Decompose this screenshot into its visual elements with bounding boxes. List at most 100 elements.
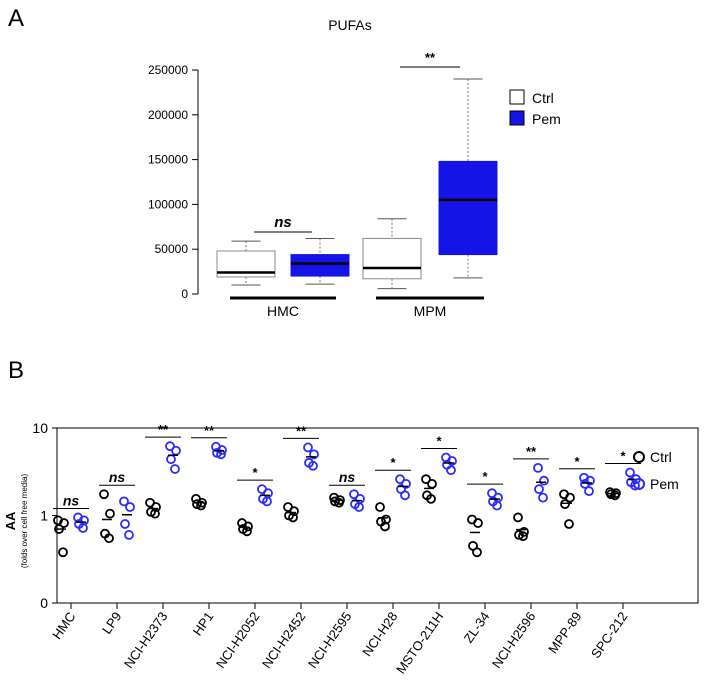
b-x-tick-label: MSTO-211H <box>393 609 446 676</box>
point-ctrl <box>473 518 483 528</box>
b-significance-label: * <box>436 434 442 449</box>
b-significance-label: * <box>252 465 258 480</box>
b-significance-label: * <box>390 455 396 470</box>
b-significance-label: * <box>574 454 580 469</box>
point-pem <box>533 462 543 473</box>
point-ctrl <box>104 533 114 544</box>
point-ctrl <box>421 474 431 485</box>
legend-ctrl-label: Ctrl <box>532 90 554 106</box>
scatter-aa: 0 1 10 AA (folds over cell free media) ns n… <box>3 420 699 677</box>
point-pem <box>354 502 364 512</box>
b-significance-label: ns <box>63 492 80 508</box>
point-pem <box>584 486 594 497</box>
a-y-axis: 0 50000 100000 150000 200000 250000 <box>148 63 199 301</box>
point-ctrl <box>334 497 344 508</box>
point-ctrl <box>150 508 160 519</box>
point-ctrl <box>151 502 161 512</box>
b-x-tick-label: NCI-H2596 <box>489 609 539 671</box>
point-pem <box>492 500 502 511</box>
point-ctrl <box>565 492 575 503</box>
b-y-tick-label: 0 <box>40 595 48 611</box>
point-pem <box>395 474 405 485</box>
b-y-axis: 0 1 10 <box>32 420 57 611</box>
a-y-tick-label: 250000 <box>148 63 188 77</box>
point-pem <box>446 465 456 476</box>
b-significance-label: ns <box>339 469 356 485</box>
point-pem <box>119 496 129 507</box>
point-ctrl <box>380 521 390 532</box>
point-ctrl <box>58 547 68 558</box>
significance-label: ** <box>425 50 436 65</box>
b-x-tick-label: HP1 <box>190 609 217 638</box>
point-ctrl <box>375 502 385 512</box>
a-group-labels: HMC MPM <box>230 296 484 319</box>
b-x-tick-label: NCI-H2052 <box>213 609 263 671</box>
b-y-axis-sublabel: (folds over cell free media) <box>20 474 29 569</box>
point-ctrl <box>472 547 482 558</box>
b-x-tick-label: ZL-34 <box>461 609 493 645</box>
point-pem <box>262 496 272 507</box>
point-pem <box>171 445 181 456</box>
box-hmc-pem <box>290 254 350 277</box>
legend-pem-swatch <box>509 110 525 126</box>
a-y-tick-label: 50000 <box>155 242 189 256</box>
point-ctrl <box>610 490 620 501</box>
point-pem <box>580 478 590 489</box>
b-significance-label: ** <box>204 423 215 438</box>
b-significance-label: * <box>620 449 626 464</box>
point-ctrl <box>243 521 253 532</box>
b-y-tick-label: 10 <box>32 420 48 436</box>
a-legend: Ctrl Pem <box>509 89 561 127</box>
point-pem <box>308 460 318 471</box>
point-pem <box>165 441 175 452</box>
point-ctrl <box>426 493 436 504</box>
point-ctrl <box>427 478 437 489</box>
point-ctrl <box>99 489 109 500</box>
b-x-tick-label: LP9 <box>99 609 125 637</box>
a-y-tick-label: 200000 <box>148 108 188 122</box>
b-y-tick-label: 1 <box>40 508 48 524</box>
b-legend: Ctrl Pem <box>633 449 679 492</box>
b-x-tick-label: MPP-89 <box>545 609 584 656</box>
b-significance-label: ns <box>109 469 126 485</box>
point-ctrl <box>564 519 574 529</box>
point-ctrl <box>59 518 69 528</box>
point-ctrl <box>196 500 206 511</box>
b-x-tick-label: NCI-H2373 <box>121 609 171 671</box>
point-pem <box>170 464 180 474</box>
legend-b-pem-label: Pem <box>650 476 679 492</box>
b-significance-label: ** <box>296 423 307 438</box>
point-pem <box>401 478 411 489</box>
b-significance-label: * <box>482 469 488 484</box>
point-pem <box>78 523 88 533</box>
b-x-tick-label: HMC <box>49 609 78 642</box>
panel-b-label: B <box>8 357 24 384</box>
point-pem <box>625 467 635 478</box>
a-y-tick-label: 100000 <box>148 197 188 211</box>
point-pem <box>217 445 227 455</box>
point-ctrl <box>381 514 391 525</box>
b-x-tick-label: SPC-212 <box>588 609 631 661</box>
group-label-hmc: HMC <box>267 303 299 319</box>
point-ctrl <box>560 499 570 509</box>
b-x-tick-label: NCI-H2452 <box>259 609 309 671</box>
point-pem <box>400 490 410 501</box>
box-plot-pufas: PUFAs 0 50000 100000 150000 200000 250000 ns *… <box>148 17 561 319</box>
a-y-tick-label: 150000 <box>148 153 188 167</box>
point-ctrl <box>288 512 298 523</box>
legend-b-pem-marker <box>633 478 645 490</box>
legend-b-ctrl-label: Ctrl <box>650 449 672 465</box>
point-ctrl <box>105 508 115 519</box>
b-x-tick-label: NCI-H28 <box>359 609 400 659</box>
chart-a-title: PUFAs <box>328 17 372 33</box>
point-pem <box>125 502 135 512</box>
b-x-tick-label: NCI-H2595 <box>305 609 355 671</box>
point-pem <box>539 475 549 486</box>
legend-pem-label: Pem <box>532 111 561 127</box>
group-label-mpm: MPM <box>414 303 447 319</box>
legend-b-ctrl-marker <box>633 451 645 463</box>
significance-label: ns <box>274 214 292 231</box>
a-boxes: ns ** <box>216 50 498 290</box>
point-pem <box>534 484 544 495</box>
point-pem <box>124 530 134 540</box>
